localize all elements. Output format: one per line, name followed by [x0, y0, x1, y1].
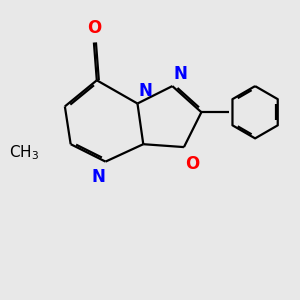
- Text: O: O: [87, 19, 101, 37]
- Text: CH$_3$: CH$_3$: [9, 144, 39, 162]
- Text: O: O: [185, 155, 199, 173]
- Text: N: N: [91, 168, 105, 186]
- Text: N: N: [139, 82, 153, 100]
- Text: N: N: [174, 64, 188, 82]
